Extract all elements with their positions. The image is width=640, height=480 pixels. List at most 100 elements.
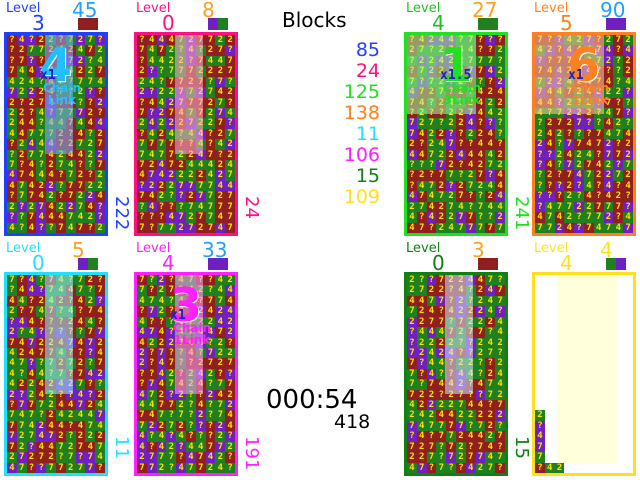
block-cell: 4	[46, 149, 56, 161]
block-cell: 7	[75, 441, 86, 453]
block-cell: 4	[195, 160, 206, 171]
block-cell: 2	[485, 431, 496, 442]
block-cell: 7	[75, 400, 86, 411]
block-cell: 7	[475, 55, 486, 67]
block-cell: ?	[137, 180, 147, 192]
block-cell: 2	[475, 160, 486, 171]
block-cell: ?	[7, 35, 17, 46]
block-cell: 4	[7, 462, 17, 473]
block-cell: 7	[225, 128, 235, 140]
block-cell: ?	[426, 275, 437, 286]
block-cell	[545, 338, 555, 348]
block-cell: 2	[36, 420, 47, 432]
block-cell: 2	[16, 441, 27, 453]
block-cell: ?	[146, 275, 157, 286]
block-cell: 7	[613, 149, 624, 161]
block-cell: 7	[544, 222, 555, 233]
block-cell: 2	[85, 275, 96, 286]
block-cell: 7	[186, 201, 196, 213]
block-cell: 2	[456, 118, 466, 129]
block-cell	[545, 369, 555, 379]
block-cell: 2	[156, 87, 167, 98]
block-cell: 7	[416, 285, 427, 296]
block-cell: 7	[426, 149, 437, 161]
block-cell: 4	[485, 66, 496, 77]
block-cell: 7	[137, 410, 147, 421]
block-cell: 2	[205, 97, 216, 108]
block-cell: 4	[36, 139, 47, 150]
block-cell: ?	[85, 97, 96, 108]
block-cell: 4	[137, 170, 147, 181]
block-cell: ?	[137, 55, 147, 67]
block-cell: 2	[146, 420, 157, 432]
block-cell: 2	[407, 285, 417, 296]
block-cell: ?	[535, 160, 545, 171]
player-panel-7: Level032??722447?2722?4?2474477?2?247724…	[404, 240, 534, 480]
chain-label: Chain	[172, 321, 212, 335]
block-cell: 7	[65, 180, 76, 192]
block-cell: 4	[146, 45, 157, 56]
block-cell: ?	[623, 118, 633, 129]
block-cell: ?	[475, 45, 486, 56]
block-cell: 7	[613, 201, 624, 213]
block-cell: 7	[146, 306, 157, 317]
block-cell: ?	[36, 76, 47, 88]
block-cell: 7	[205, 35, 216, 46]
block-cell: ?	[205, 76, 216, 88]
block-cell: 7	[593, 128, 604, 140]
block-cell: 2	[16, 139, 27, 150]
block-cell: 2	[416, 400, 427, 411]
stat-player-3: 125	[343, 81, 380, 103]
block-cell: ?	[407, 431, 417, 442]
block-cell: 4	[544, 160, 555, 171]
block-cell: 2	[485, 191, 496, 202]
block-cell: 2	[85, 180, 96, 192]
block-cell: 2	[156, 420, 167, 432]
block-cell: 2	[176, 400, 186, 411]
block-cell: 2	[156, 306, 167, 317]
block-cell: ?	[426, 222, 437, 233]
block-cell: ?	[36, 462, 47, 473]
block-cell: 2	[195, 410, 206, 421]
block-count: 8	[202, 0, 215, 22]
block-cell: 7	[156, 410, 167, 421]
block-cell: ?	[574, 128, 584, 140]
block-cell: ?	[465, 441, 476, 453]
block-cell: 4	[465, 400, 476, 411]
block-cell: 4	[7, 170, 17, 181]
block-cell: 4	[156, 358, 167, 369]
block-cell: 4	[7, 358, 17, 369]
next-block-piece	[616, 18, 626, 30]
block-cell: 7	[146, 379, 157, 390]
block-cell: 2	[166, 87, 177, 98]
block-cell: 2	[475, 316, 486, 328]
block-cell: 2	[166, 441, 177, 453]
block-cell: 7	[26, 410, 37, 421]
block-cell: 2	[485, 410, 496, 421]
block-cell: 7	[166, 285, 177, 296]
block-cell: 7	[407, 128, 417, 140]
block-cell: 4	[36, 191, 47, 202]
block-cell: ?	[465, 389, 476, 401]
block-cell: 4	[495, 201, 505, 213]
level-label: Level	[534, 1, 569, 16]
block-cell: 2	[495, 389, 505, 401]
side-counter: 11	[111, 436, 132, 459]
block-cell: 7	[446, 452, 456, 463]
block-cell: 4	[16, 337, 27, 348]
block-cell: 4	[186, 452, 196, 463]
block-cell: ?	[623, 97, 633, 108]
block-cell: 7	[137, 222, 147, 233]
block-cell: 7	[166, 400, 177, 411]
block-cell: 7	[584, 160, 594, 171]
block-cell: 7	[85, 45, 96, 56]
block-cell: 7	[446, 431, 456, 442]
block-cell: 7	[205, 149, 216, 161]
block-cell: ?	[495, 275, 505, 286]
block-cell: 2	[603, 35, 614, 46]
block-cell: ?	[195, 420, 206, 432]
block-cell: 4	[225, 160, 235, 171]
block-cell	[623, 285, 633, 295]
block-cell: 4	[166, 128, 177, 140]
block-cell: 2	[613, 87, 624, 98]
